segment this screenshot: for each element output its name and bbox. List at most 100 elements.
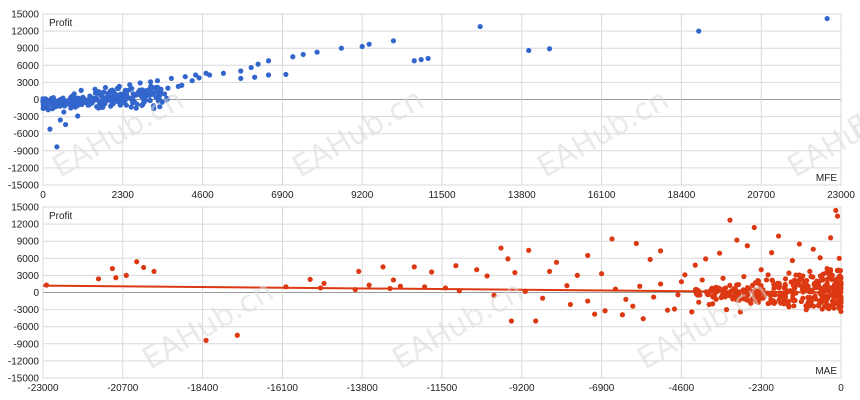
data-point	[727, 282, 733, 289]
data-point	[148, 83, 154, 89]
y-tick-label: 12000	[11, 220, 39, 231]
data-point	[98, 92, 105, 98]
data-point	[94, 90, 101, 96]
x-tick-label: -16100	[267, 383, 299, 394]
data-point	[834, 267, 840, 274]
y-tick-label: 9000	[17, 44, 40, 55]
data-point	[599, 271, 605, 277]
data-point	[749, 296, 755, 302]
data-point	[453, 263, 459, 269]
data-point	[193, 72, 199, 78]
x-tick-label: 0	[40, 190, 46, 201]
data-point	[130, 91, 136, 97]
data-point	[418, 57, 424, 63]
data-point	[699, 277, 705, 283]
data-point	[151, 268, 157, 275]
data-point	[741, 273, 747, 280]
x-tick-label: -2300	[748, 383, 774, 394]
data-point	[234, 332, 240, 338]
data-point	[810, 246, 816, 252]
x-tick-label: 6900	[271, 190, 294, 201]
data-point	[147, 97, 153, 103]
data-point	[791, 303, 797, 309]
y-tick-label: 6000	[17, 61, 40, 72]
data-point	[585, 298, 591, 304]
data-point	[765, 300, 771, 307]
data-point	[706, 301, 712, 308]
y-axis-title: Profit	[49, 211, 73, 222]
data-point	[43, 282, 50, 288]
y-axis-title: Profit	[49, 18, 73, 29]
data-point	[824, 283, 830, 289]
data-point	[546, 268, 553, 275]
x-tick-label: 16100	[588, 190, 616, 201]
data-point	[837, 305, 843, 312]
data-point	[829, 272, 835, 278]
data-point	[772, 282, 779, 288]
data-point	[390, 277, 397, 283]
data-point	[533, 318, 539, 324]
data-point	[682, 272, 688, 278]
data-point	[85, 102, 91, 108]
data-point	[792, 285, 798, 291]
data-point	[290, 54, 296, 60]
data-point	[765, 272, 771, 278]
data-point	[182, 74, 188, 80]
data-point	[800, 295, 806, 301]
data-point	[769, 278, 776, 284]
data-point	[640, 316, 646, 322]
data-point	[526, 47, 532, 54]
data-point	[175, 83, 181, 89]
data-point	[52, 98, 58, 105]
data-point	[116, 83, 122, 89]
y-tick-label: 3000	[17, 271, 40, 282]
y-tick-label: 6000	[17, 254, 40, 265]
data-point	[786, 288, 792, 294]
data-point	[522, 288, 528, 294]
data-point	[147, 79, 154, 85]
data-point	[153, 84, 159, 91]
data-point	[47, 126, 53, 132]
x-tick-label: 18400	[667, 190, 695, 201]
data-point	[814, 278, 820, 284]
data-point	[553, 259, 560, 265]
data-point	[838, 281, 844, 287]
data-point	[122, 97, 128, 103]
data-point	[57, 100, 63, 106]
data-point	[508, 318, 514, 324]
data-point	[796, 241, 802, 247]
data-point	[772, 292, 778, 298]
data-point	[709, 285, 715, 291]
data-point	[755, 295, 761, 301]
data-point	[729, 293, 735, 300]
data-point	[689, 309, 695, 315]
data-point	[789, 257, 796, 264]
data-point	[807, 301, 813, 307]
data-point	[831, 300, 837, 307]
data-point	[137, 80, 143, 86]
data-point	[123, 90, 129, 96]
data-point	[824, 276, 830, 282]
y-tick-label: 0	[33, 288, 39, 299]
x-axis-title: MFE	[816, 173, 837, 184]
data-point	[317, 285, 324, 291]
data-point	[823, 293, 829, 299]
data-point	[838, 294, 844, 300]
data-point	[491, 292, 497, 298]
data-point	[248, 64, 254, 71]
data-point	[664, 307, 671, 313]
data-point	[793, 290, 799, 296]
x-tick-label: -6900	[589, 383, 615, 394]
data-point	[813, 296, 819, 302]
data-point	[380, 264, 386, 270]
data-point	[831, 287, 837, 293]
data-point	[782, 276, 789, 282]
data-point	[592, 311, 598, 317]
data-point	[338, 45, 344, 51]
data-point	[716, 250, 723, 256]
data-point	[696, 299, 702, 305]
data-point	[833, 207, 839, 214]
data-point	[720, 286, 726, 293]
data-point	[161, 91, 168, 97]
data-point	[68, 105, 74, 111]
